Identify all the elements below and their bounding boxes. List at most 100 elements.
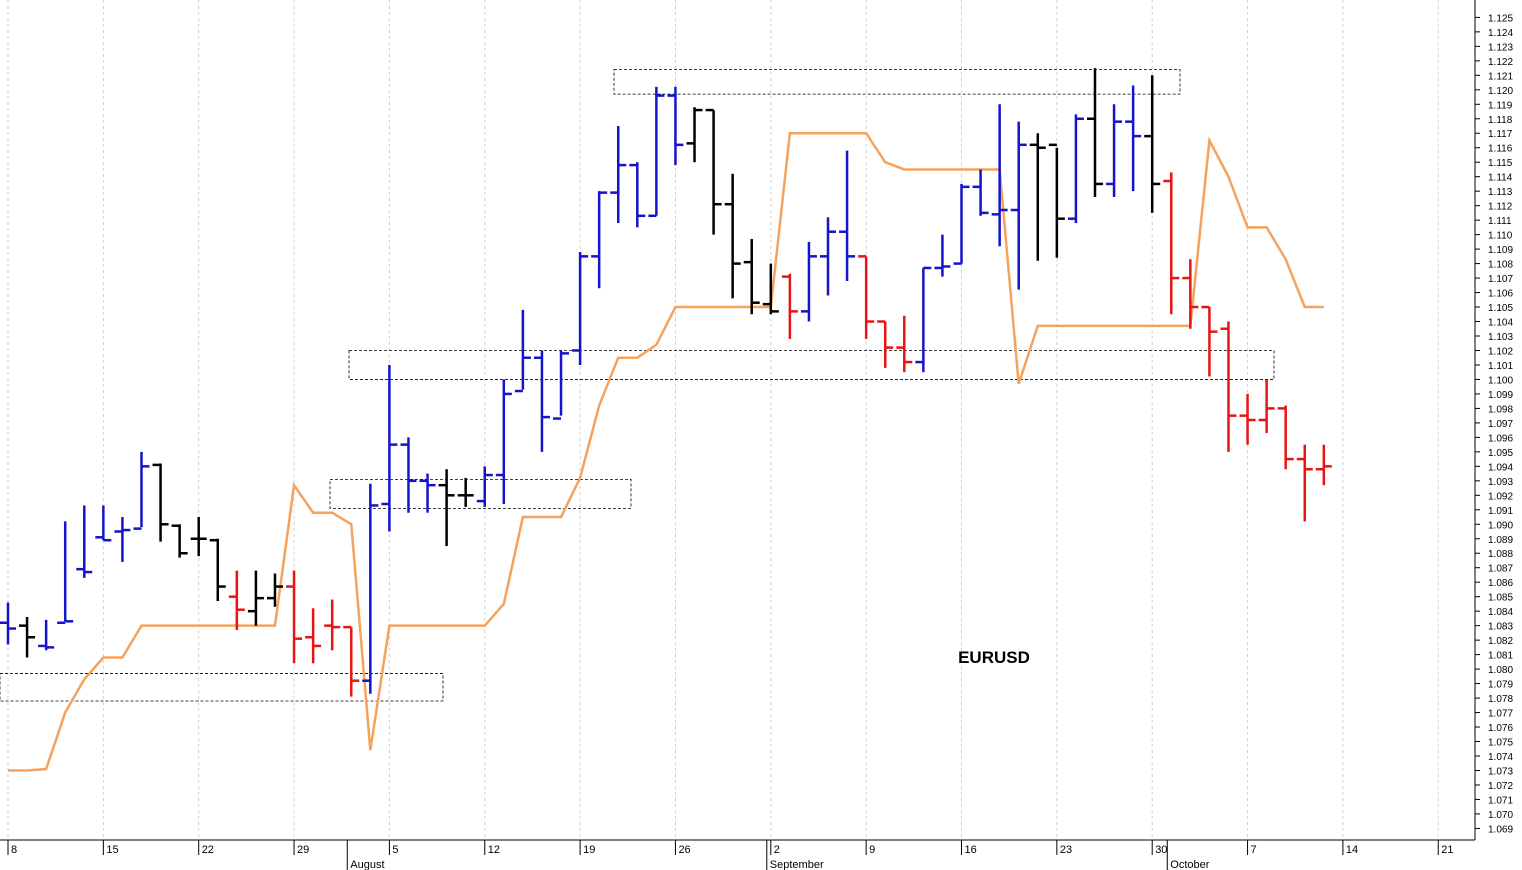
y-tick-label: 1.072 <box>1488 781 1513 792</box>
ohlc-bar <box>419 473 436 513</box>
y-tick-label: 1.115 <box>1488 158 1513 169</box>
ohlc-bar <box>1010 121 1027 290</box>
ohlc-bar <box>1220 321 1237 452</box>
x-tick-label: 16 <box>965 844 977 856</box>
ohlc-bar <box>839 150 856 281</box>
y-tick-label: 1.112 <box>1488 202 1513 213</box>
annotation: EURUSD <box>958 648 1030 667</box>
ohlc-bar <box>1144 75 1161 213</box>
ohlc-bar <box>533 350 550 452</box>
ohlc-bar <box>1182 259 1199 329</box>
y-tick-label: 1.082 <box>1488 636 1513 647</box>
ohlc-bar <box>915 266 932 373</box>
y-tick-label: 1.083 <box>1488 622 1513 633</box>
ohlc-bar <box>686 107 703 163</box>
y-tick-label: 1.119 <box>1488 100 1513 111</box>
zone <box>348 350 1275 380</box>
ohlc-bar <box>1239 393 1256 445</box>
y-tick-label: 1.120 <box>1488 86 1513 97</box>
x-tick-label: 7 <box>1251 844 1257 856</box>
ohlc-bar <box>877 320 894 368</box>
ohlc-bar <box>209 538 226 602</box>
ohlc-bar <box>57 521 74 625</box>
ohlc-bar <box>1201 305 1218 377</box>
y-tick-label: 1.085 <box>1488 593 1513 604</box>
zone <box>613 69 1181 95</box>
indicator-line <box>8 131 1324 772</box>
x-tick-label: 2 <box>774 844 780 856</box>
y-tick-label: 1.076 <box>1488 723 1513 734</box>
y-tick-label: 1.091 <box>1488 506 1513 517</box>
ohlc-bar <box>381 364 398 532</box>
ohlc-bar <box>286 570 303 664</box>
x-tick-label: 19 <box>583 844 595 856</box>
y-tick-label: 1.084 <box>1488 607 1513 618</box>
y-tick-label: 1.122 <box>1488 57 1513 68</box>
x-tick-label: 8 <box>11 844 17 856</box>
ohlc-bar <box>95 505 112 542</box>
y-tick-label: 1.101 <box>1488 361 1513 372</box>
y-tick-label: 1.074 <box>1488 752 1513 763</box>
ohlc-bar <box>1067 114 1084 224</box>
ohlc-bar <box>1106 104 1123 197</box>
y-tick-label: 1.100 <box>1488 375 1513 386</box>
ohlc-bar <box>362 483 379 694</box>
month-label: August <box>350 859 384 870</box>
ohlc-bar <box>1125 85 1142 192</box>
y-tick-label: 1.095 <box>1488 448 1513 459</box>
ohlc-bar <box>0 602 16 645</box>
ohlc-bar <box>1296 444 1313 522</box>
x-tick-label: 30 <box>1155 844 1167 856</box>
ohlc-bar <box>228 570 245 630</box>
ohlc-bar <box>1086 68 1103 197</box>
ohlc-bar <box>247 570 264 626</box>
ohlc-bar <box>610 126 627 224</box>
y-tick-label: 1.121 <box>1488 71 1513 82</box>
ohlc-bar <box>934 234 951 277</box>
y-tick-label: 1.069 <box>1488 824 1513 835</box>
y-tick-label: 1.108 <box>1488 260 1513 271</box>
ohlc-bar <box>1163 172 1180 315</box>
y-tick-label: 1.123 <box>1488 42 1513 53</box>
y-tick-label: 1.097 <box>1488 419 1513 430</box>
month-label: September <box>770 859 824 870</box>
ohlc-bar <box>591 191 608 289</box>
y-tick-label: 1.075 <box>1488 738 1513 749</box>
y-tick-label: 1.110 <box>1488 231 1513 242</box>
y-tick-label: 1.090 <box>1488 520 1513 531</box>
ohlc-bar <box>343 625 360 697</box>
ohlc-bar <box>266 573 283 607</box>
y-tick-label: 1.103 <box>1488 332 1513 343</box>
ohlc-bar <box>858 255 875 339</box>
ohlc-bar <box>762 263 779 315</box>
ohlc-bar <box>152 463 169 542</box>
y-tick-label: 1.104 <box>1488 318 1513 329</box>
y-tick-label: 1.077 <box>1488 709 1513 720</box>
x-tick-label: 15 <box>106 844 118 856</box>
ohlc-bar <box>705 108 722 235</box>
y-tick-label: 1.086 <box>1488 578 1513 589</box>
y-tick-label: 1.107 <box>1488 274 1513 285</box>
y-tick-label: 1.109 <box>1488 245 1513 256</box>
ohlc-bar <box>38 619 55 651</box>
y-tick-label: 1.099 <box>1488 390 1513 401</box>
y-tick-label: 1.106 <box>1488 289 1513 300</box>
ohlc-bar <box>648 86 665 218</box>
ohlc-bar <box>1277 405 1294 470</box>
x-tick-label: 26 <box>678 844 690 856</box>
ohlc-bar <box>896 315 913 373</box>
y-tick-label: 1.124 <box>1488 28 1513 39</box>
ohlc-bar <box>76 505 93 578</box>
ohlc-bar <box>114 517 131 562</box>
y-tick-label: 1.071 <box>1488 795 1513 806</box>
x-tick-label: 21 <box>1441 844 1453 856</box>
ohlc-bar <box>743 238 760 315</box>
y-tick-label: 1.111 <box>1488 216 1512 227</box>
y-tick-label: 1.081 <box>1488 651 1513 662</box>
y-tick-label: 1.118 <box>1488 115 1513 126</box>
ohlc-bar <box>820 217 837 296</box>
y-tick-label: 1.080 <box>1488 665 1513 676</box>
y-tick-label: 1.094 <box>1488 462 1513 473</box>
ohlc-bar <box>190 517 207 557</box>
